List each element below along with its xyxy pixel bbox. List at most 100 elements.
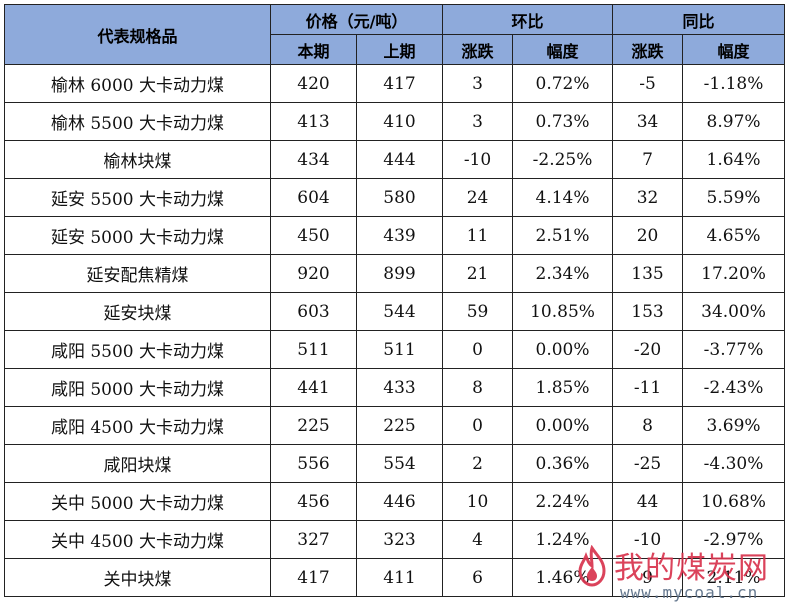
cell-yoy-pct: -1.18% (682, 64, 786, 103)
cell-current: 434 (270, 140, 357, 179)
cell-yoy-pct: 17.20% (682, 254, 786, 293)
cell-previous: 899 (355, 254, 444, 293)
cell-yoy-pct: 3.69% (682, 406, 786, 445)
table-row: 咸阳 5500 大卡动力煤 511 511 0 0.00% -20 -3.77% (4, 330, 786, 369)
cell-yoy-change: 153 (612, 292, 684, 331)
cell-name: 关中 4500 大卡动力煤 (4, 520, 271, 559)
cell-name: 咸阳 5000 大卡动力煤 (4, 368, 271, 407)
cell-current: 413 (270, 102, 357, 141)
cell-current: 456 (270, 482, 357, 521)
cell-previous: 444 (355, 140, 444, 179)
cell-mom-pct: -2.25% (512, 140, 614, 179)
table-row: 榆林 6000 大卡动力煤 420 417 3 0.72% -5 -1.18% (4, 64, 786, 103)
cell-yoy-change: 44 (612, 482, 684, 521)
cell-mom-change: 0 (442, 406, 514, 445)
cell-previous: 511 (355, 330, 444, 369)
cell-mom-pct: 0.72% (512, 64, 614, 103)
cell-yoy-change: 7 (612, 140, 684, 179)
cell-mom-pct: 2.24% (512, 482, 614, 521)
header-yoy-pct: 幅度 (682, 34, 786, 65)
cell-yoy-pct: 8.97% (682, 102, 786, 141)
cell-name: 延安配焦精煤 (4, 254, 271, 293)
cell-yoy-change: -25 (612, 444, 684, 483)
cell-name: 延安 5000 大卡动力煤 (4, 216, 271, 255)
cell-mom-pct: 1.24% (512, 520, 614, 559)
header-previous: 上期 (355, 34, 444, 65)
cell-current: 603 (270, 292, 357, 331)
cell-yoy-change: -20 (612, 330, 684, 369)
cell-mom-pct: 10.85% (512, 292, 614, 331)
cell-mom-change: 3 (442, 102, 514, 141)
cell-mom-change: 8 (442, 368, 514, 407)
cell-yoy-change: 9 (612, 558, 684, 597)
cell-yoy-pct: -3.77% (682, 330, 786, 369)
cell-previous: 433 (355, 368, 444, 407)
cell-yoy-pct: 1.64% (682, 140, 786, 179)
table-body: 榆林 6000 大卡动力煤 420 417 3 0.72% -5 -1.18% 榆林 5500… (4, 64, 786, 597)
cell-yoy-pct: 5.59% (682, 178, 786, 217)
cell-previous: 417 (355, 64, 444, 103)
table-row: 咸阳 5000 大卡动力煤 441 433 8 1.85% -11 -2.43% (4, 368, 786, 407)
header-current: 本期 (270, 34, 357, 65)
cell-previous: 544 (355, 292, 444, 331)
cell-mom-change: 11 (442, 216, 514, 255)
cell-mom-change: 3 (442, 64, 514, 103)
table-row: 延安 5500 大卡动力煤 604 580 24 4.14% 32 5.59% (4, 178, 786, 217)
cell-mom-pct: 2.34% (512, 254, 614, 293)
header-mom: 环比 (442, 4, 614, 35)
cell-previous: 580 (355, 178, 444, 217)
header-yoy: 同比 (612, 4, 786, 35)
cell-mom-pct: 0.00% (512, 406, 614, 445)
cell-previous: 446 (355, 482, 444, 521)
cell-yoy-change: 20 (612, 216, 684, 255)
cell-previous: 554 (355, 444, 444, 483)
cell-mom-pct: 1.46% (512, 558, 614, 597)
cell-mom-pct: 0.73% (512, 102, 614, 141)
cell-name: 关中 5000 大卡动力煤 (4, 482, 271, 521)
cell-mom-change: 59 (442, 292, 514, 331)
cell-yoy-change: -11 (612, 368, 684, 407)
cell-current: 327 (270, 520, 357, 559)
header-spec: 代表规格品 (4, 4, 271, 65)
table-row: 榆林块煤 434 444 -10 -2.25% 7 1.64% (4, 140, 786, 179)
cell-name: 榆林 6000 大卡动力煤 (4, 64, 271, 103)
cell-yoy-pct: 34.00% (682, 292, 786, 331)
cell-mom-change: 2 (442, 444, 514, 483)
cell-yoy-pct: 4.65% (682, 216, 786, 255)
cell-previous: 323 (355, 520, 444, 559)
cell-mom-change: 4 (442, 520, 514, 559)
cell-yoy-pct: -2.97% (682, 520, 786, 559)
cell-yoy-change: 135 (612, 254, 684, 293)
cell-name: 关中块煤 (4, 558, 271, 597)
cell-mom-pct: 0.36% (512, 444, 614, 483)
cell-previous: 411 (355, 558, 444, 597)
cell-yoy-change: 32 (612, 178, 684, 217)
table-header: 代表规格品 价格（元/吨） 环比 同比 本期 上期 涨跌 幅度 涨跌 幅度 (4, 4, 786, 65)
cell-current: 556 (270, 444, 357, 483)
cell-yoy-change: -5 (612, 64, 684, 103)
header-price: 价格（元/吨） (269, 4, 444, 35)
cell-yoy-pct: 2.11% (682, 558, 786, 597)
table-row: 关中 5000 大卡动力煤 456 446 10 2.24% 44 10.68% (4, 482, 786, 521)
cell-name: 咸阳块煤 (4, 444, 271, 483)
cell-mom-change: 10 (442, 482, 514, 521)
cell-current: 604 (270, 178, 357, 217)
cell-current: 417 (270, 558, 357, 597)
cell-name: 榆林 5500 大卡动力煤 (4, 102, 271, 141)
cell-yoy-pct: -2.43% (682, 368, 786, 407)
table-row: 延安 5000 大卡动力煤 450 439 11 2.51% 20 4.65% (4, 216, 786, 255)
cell-name: 榆林块煤 (4, 140, 271, 179)
table-row: 咸阳块煤 556 554 2 0.36% -25 -4.30% (4, 444, 786, 483)
cell-yoy-pct: 10.68% (682, 482, 786, 521)
cell-yoy-change: 34 (612, 102, 684, 141)
cell-previous: 439 (355, 216, 444, 255)
cell-name: 咸阳 4500 大卡动力煤 (4, 406, 271, 445)
cell-mom-pct: 0.00% (512, 330, 614, 369)
cell-yoy-pct: -4.30% (682, 444, 786, 483)
cell-current: 920 (270, 254, 357, 293)
cell-mom-change: 21 (442, 254, 514, 293)
cell-mom-change: 6 (442, 558, 514, 597)
table-row: 延安配焦精煤 920 899 21 2.34% 135 17.20% (4, 254, 786, 293)
cell-yoy-change: -10 (612, 520, 684, 559)
table-row: 关中 4500 大卡动力煤 327 323 4 1.24% -10 -2.97% (4, 520, 786, 559)
